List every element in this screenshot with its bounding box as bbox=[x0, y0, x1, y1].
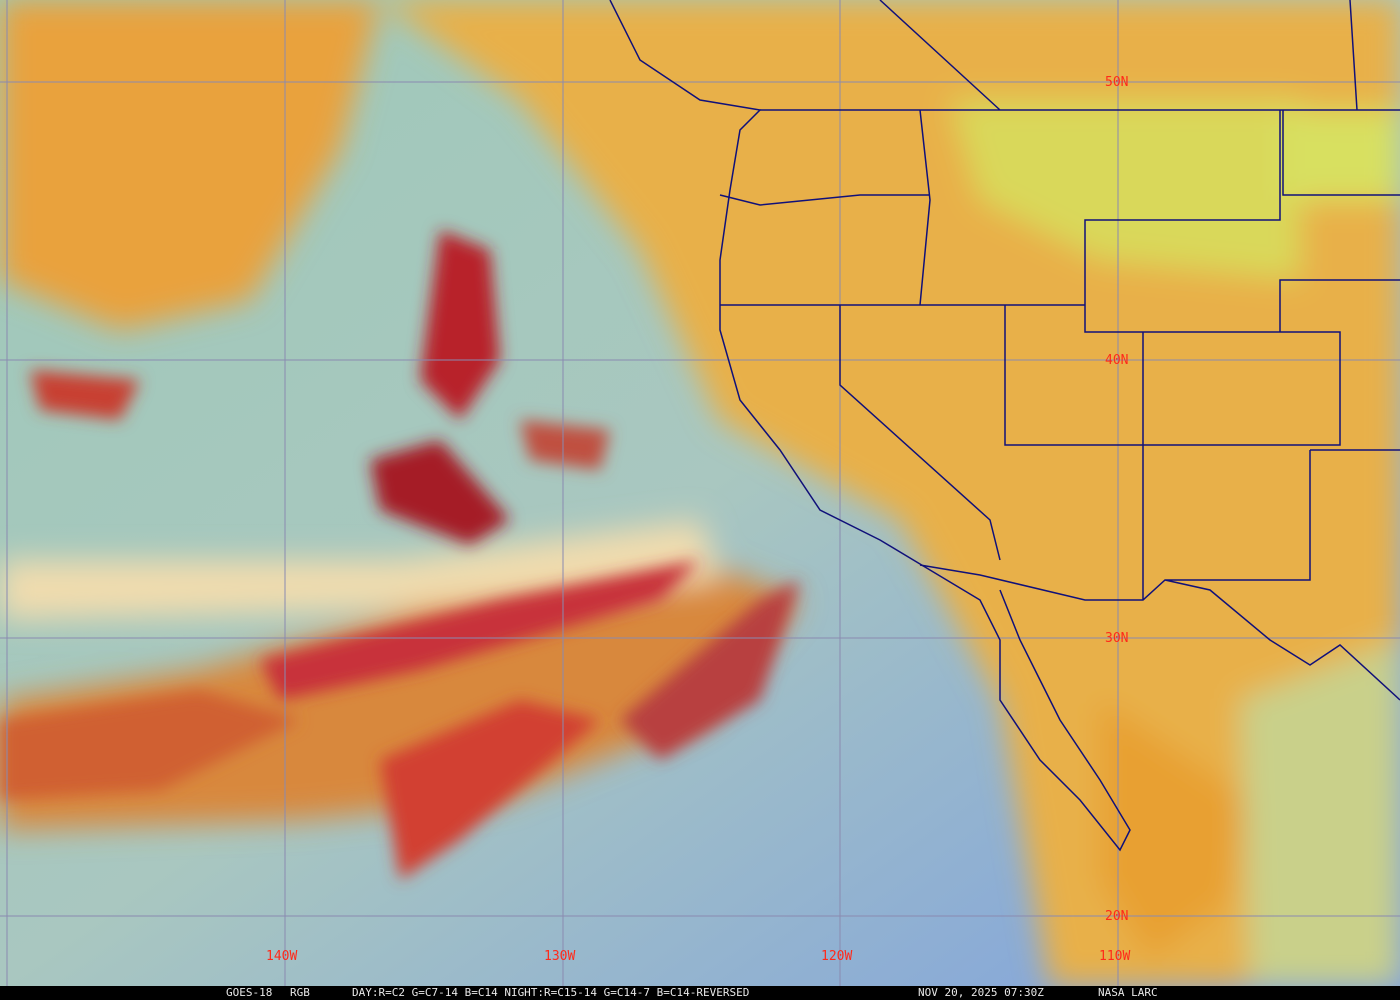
red-cloud-bands bbox=[0, 230, 800, 880]
lon-label-110w: 110W bbox=[1099, 949, 1130, 964]
lon-label-130w: 130W bbox=[544, 949, 575, 964]
caption-product: RGB bbox=[290, 986, 310, 999]
caption-satellite: GOES-18 bbox=[226, 986, 273, 999]
caption-timestamp: NOV 20, 2025 07:30Z bbox=[918, 986, 1044, 999]
caption-recipe: DAY:R=C2 G=C7-14 B=C14 NIGHT:R=C15-14 G=… bbox=[352, 986, 750, 999]
lon-label-140w: 140W bbox=[266, 949, 297, 964]
lon-label-120w: 120W bbox=[821, 949, 852, 964]
lat-label-20n: 20N bbox=[1105, 909, 1128, 924]
lat-label-30n: 30N bbox=[1105, 631, 1128, 646]
grid-labels: 50N 40N 30N 20N 140W 130W 120W 110W bbox=[266, 75, 1130, 964]
political-boundaries bbox=[609, 0, 1400, 852]
lat-label-50n: 50N bbox=[1105, 75, 1128, 90]
caption-credit: NASA LARC bbox=[1098, 986, 1158, 999]
image-caption: GOES-18 RGB DAY:R=C2 G=C7-14 B=C14 NIGHT… bbox=[0, 986, 1400, 1000]
lat-label-40n: 40N bbox=[1105, 353, 1128, 368]
